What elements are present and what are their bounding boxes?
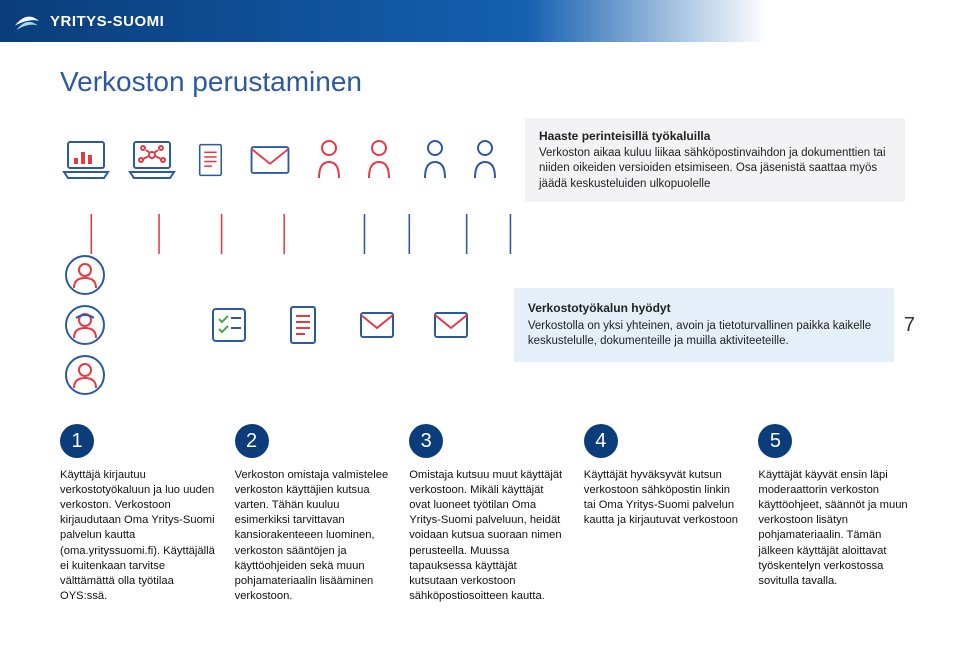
page-title: Verkoston perustaminen [60, 66, 915, 98]
person-icon [358, 138, 400, 182]
laptop-network-icon [126, 138, 178, 182]
brand-name: YRITYS-SUOMI [50, 13, 164, 30]
step-3: 3 Omistaja kutsuu muut käyttäjät verkost… [409, 424, 566, 604]
avatar-stack [60, 254, 106, 396]
people-pair-2 [414, 138, 506, 182]
step-2-text: Verkoston omistaja valmistelee verkoston… [235, 468, 392, 604]
steps-row: 1 Käyttäjä kirjautuu verkostotyökaluun j… [60, 424, 915, 604]
envelope2-icon [357, 305, 397, 345]
bubble-top-title: Haaste perinteisillä työkaluilla [539, 128, 891, 144]
people-pair-1 [308, 138, 400, 182]
connector-lines [60, 214, 915, 254]
person-icon [414, 138, 456, 182]
laptop-chart-icon [60, 138, 112, 182]
step-1-num: 1 [60, 424, 94, 458]
illus-row-bottom: Verkostotyökalun hyödyt Verkostolla on y… [60, 254, 915, 396]
step-1-text: Käyttäjä kirjautuu verkostotyökaluun ja … [60, 468, 217, 604]
person-icon [308, 138, 350, 182]
step-1: 1 Käyttäjä kirjautuu verkostotyökaluun j… [60, 424, 217, 604]
avatar-icon [64, 254, 106, 296]
step-3-num: 3 [409, 424, 443, 458]
page-number: 7 [904, 314, 915, 337]
document-icon [192, 138, 232, 182]
step-5-text: Käyttäjät käyvät ensin läpi moderaattori… [758, 468, 915, 589]
tool-icons-bottom [149, 305, 471, 345]
tool-icons-top [60, 138, 506, 182]
bubble-bottom: Verkostotyökalun hyödyt Verkostolla on y… [514, 288, 894, 361]
bubble-top-text: Verkoston aikaa kuluu liikaa sähköpostin… [539, 146, 891, 193]
envelope3-icon [431, 305, 471, 345]
bubble-bottom-text: Verkostolla on yksi yhteinen, avoin ja t… [528, 319, 880, 350]
checklist-icon [209, 305, 249, 345]
brand-header: YRITYS-SUOMI [0, 0, 959, 42]
avatar-icon [64, 354, 106, 396]
logo-swoosh-icon [12, 6, 42, 36]
step-4: 4 Käyttäjät hyväksyvät kutsun verkostoon… [584, 424, 741, 604]
document2-icon [283, 305, 323, 345]
step-4-num: 4 [584, 424, 618, 458]
step-5-num: 5 [758, 424, 792, 458]
bubble-top: Haaste perinteisillä työkaluilla Verkost… [525, 118, 905, 203]
envelope-icon [246, 138, 294, 182]
step-2: 2 Verkoston omistaja valmistelee verkost… [235, 424, 392, 604]
step-3-text: Omistaja kutsuu muut käyttäjät verkostoo… [409, 468, 566, 604]
page-body: Verkoston perustaminen [0, 42, 959, 614]
step-2-num: 2 [235, 424, 269, 458]
avatar-icon [64, 304, 106, 346]
step-4-text: Käyttäjät hyväksyvät kutsun verkostoon s… [584, 468, 741, 528]
bubble-bottom-title: Verkostotyökalun hyödyt [528, 300, 880, 316]
step-5: 5 Käyttäjät käyvät ensin läpi moderaatto… [758, 424, 915, 604]
person-icon [464, 138, 506, 182]
illus-row-top: Haaste perinteisillä työkaluilla Verkost… [60, 120, 905, 200]
